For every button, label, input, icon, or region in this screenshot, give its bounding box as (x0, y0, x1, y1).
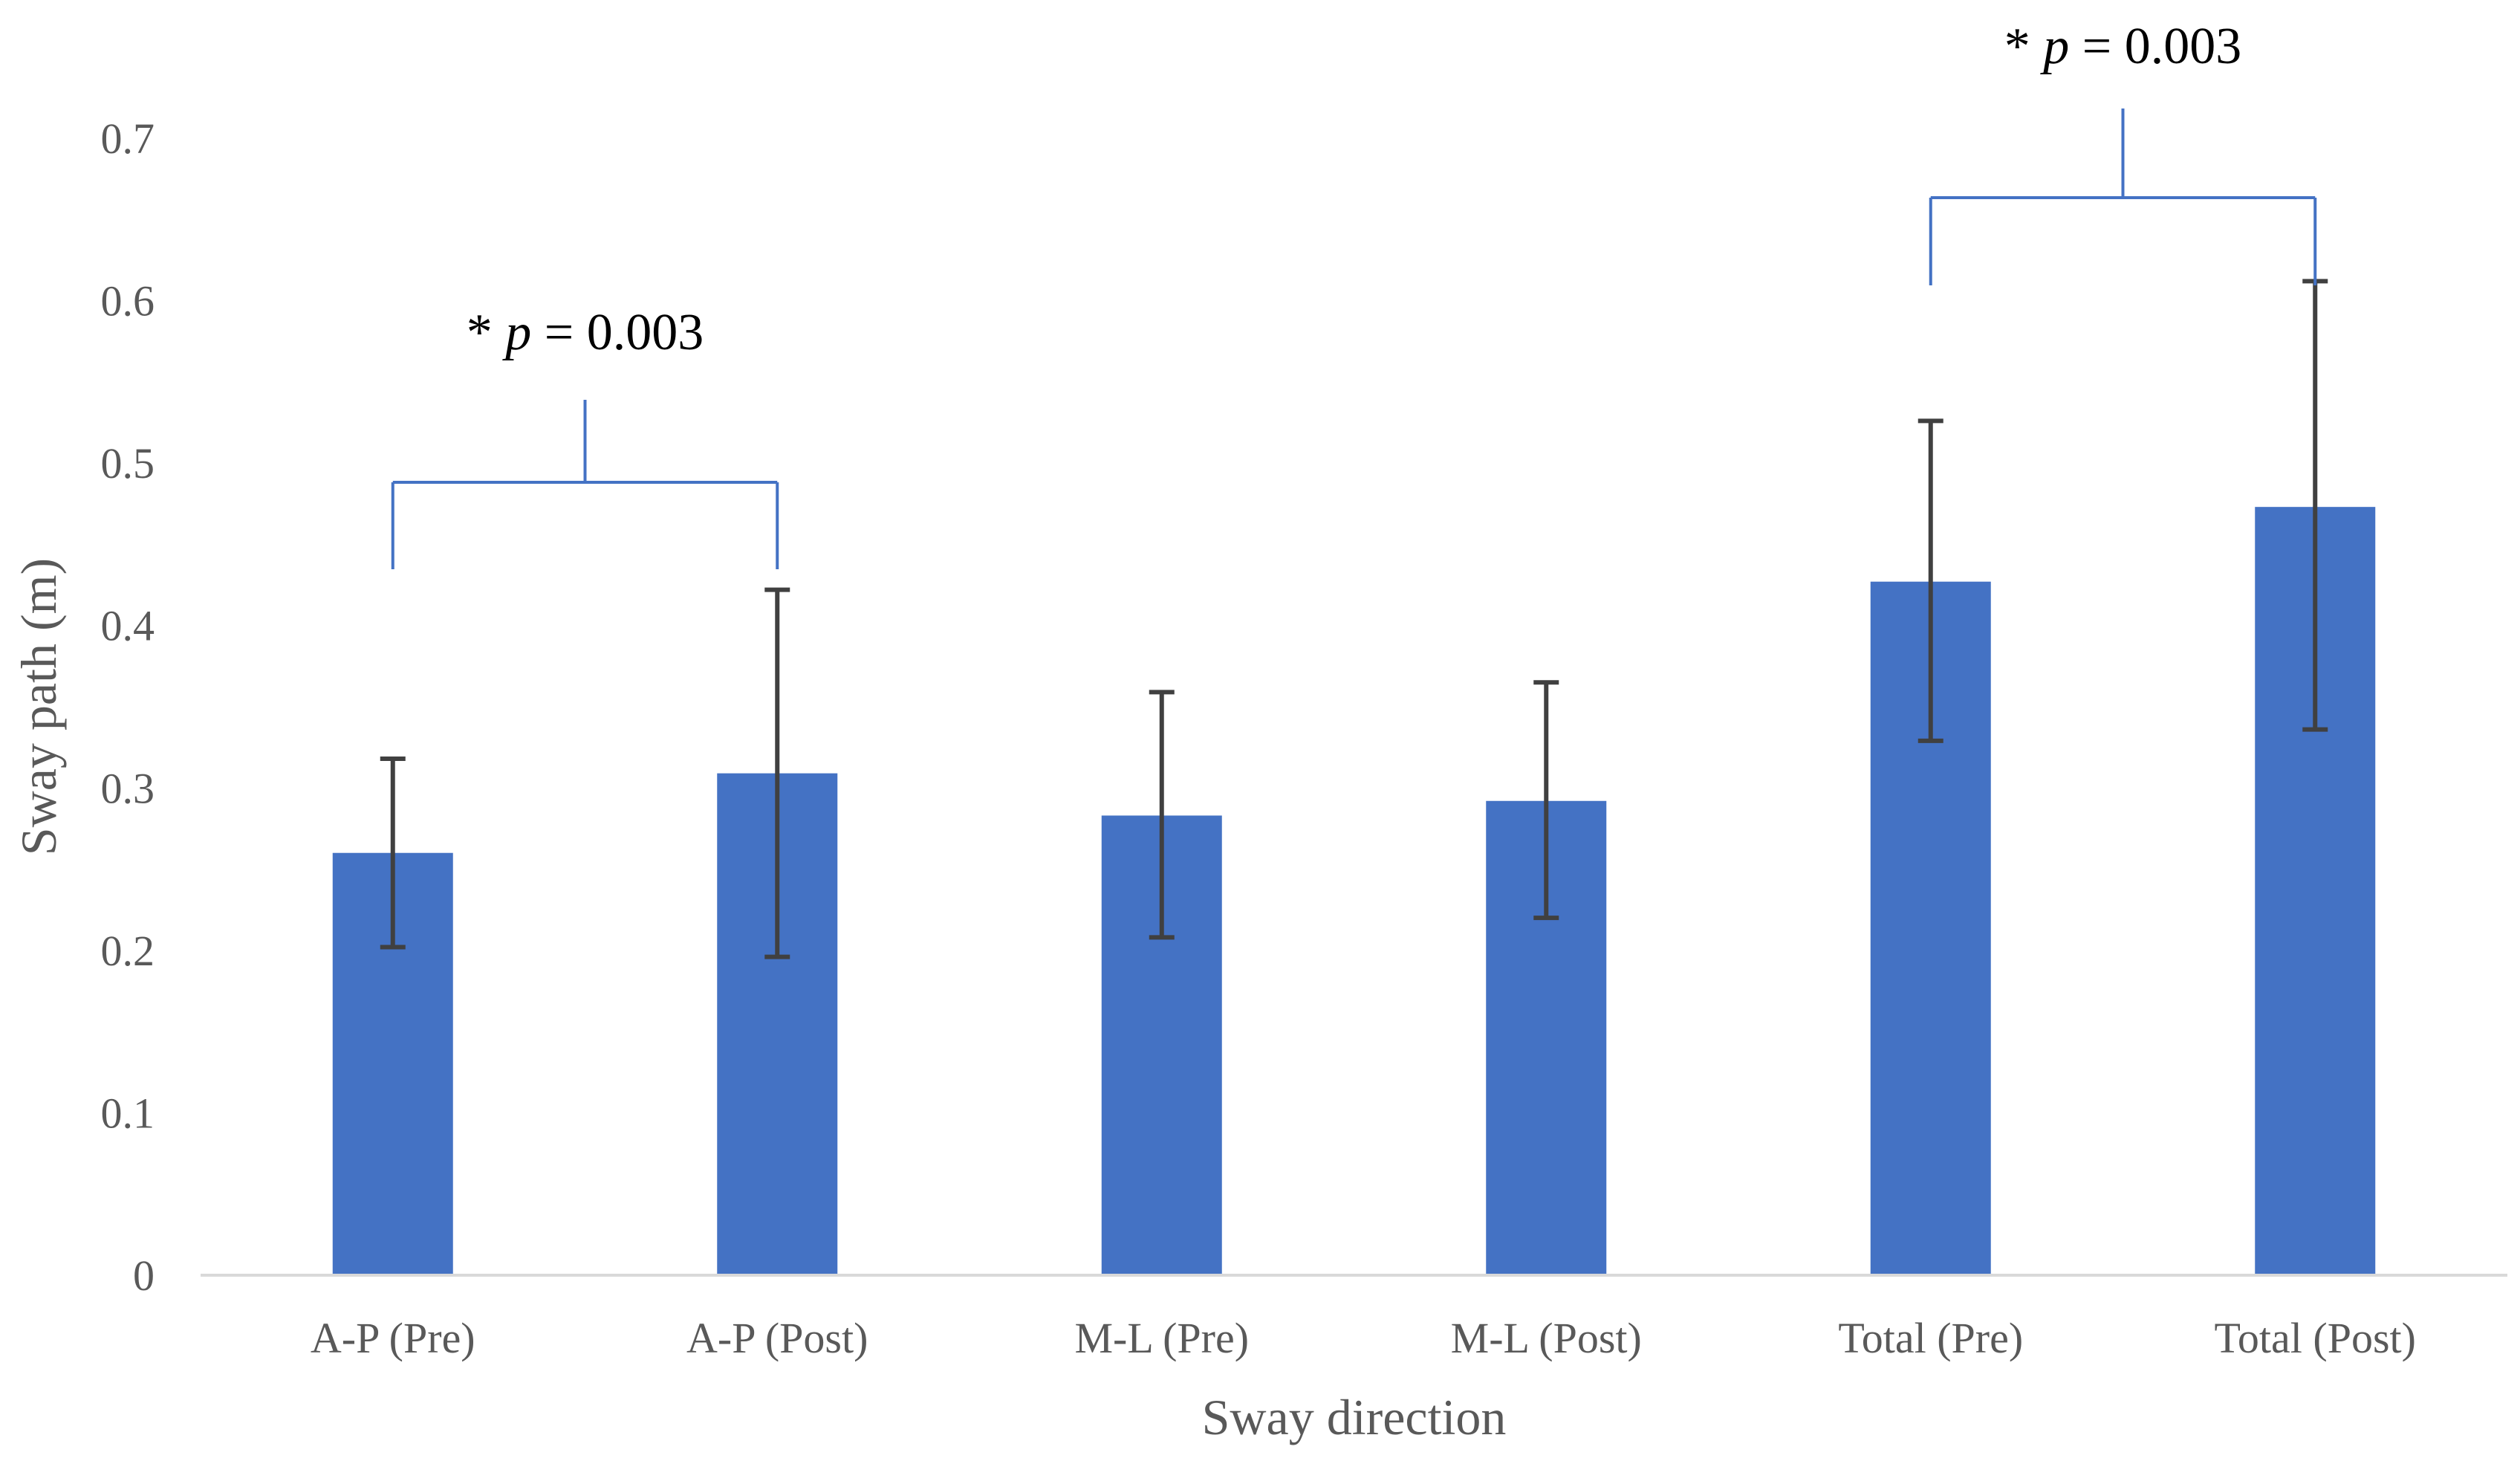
y-tick-label: 0 (133, 1251, 155, 1300)
significance-p-symbol: p (501, 304, 531, 361)
significance-label: * p = 0.003 (467, 304, 704, 361)
significance-p-value: = 0.003 (2069, 18, 2241, 75)
y-tick-label: 0.7 (101, 114, 155, 163)
error-bars-layer (380, 279, 2328, 959)
y-axis-title: Sway path (m) (10, 558, 67, 855)
significance-asterisk: * (467, 304, 506, 361)
x-tick-label: M-L (Post) (1451, 1314, 1642, 1362)
significance-asterisk: * (2004, 18, 2044, 75)
x-tick-labels: A-P (Pre) A-P (Post) M-L (Pre) M-L (Post) To… (311, 1314, 2416, 1362)
error-bar (1149, 690, 1175, 940)
error-bar (764, 587, 790, 959)
x-tick-label: M-L (Pre) (1074, 1314, 1249, 1362)
significance-bracket (391, 400, 779, 569)
significance-label: * p = 0.003 (2004, 18, 2241, 75)
x-tick-label: A-P (Pre) (311, 1314, 475, 1362)
y-tick-label: 0.4 (101, 602, 155, 650)
y-tick-label: 0.5 (101, 439, 155, 487)
y-tick-label: 0.3 (101, 764, 155, 812)
x-tick-label: Total (Post) (2215, 1314, 2416, 1362)
x-tick-label: A-P (Post) (686, 1314, 868, 1362)
error-bar (380, 756, 406, 950)
y-tick-label: 0.2 (101, 927, 155, 975)
y-tick-labels: 0 0.1 0.2 0.3 0.4 0.5 0.6 0.7 (101, 114, 155, 1300)
y-tick-label: 0.6 (101, 277, 155, 325)
error-bar (1533, 680, 1559, 921)
significance-annotations: * p = 0.003* p = 0.003 (391, 18, 2317, 569)
error-bar (1917, 418, 1943, 743)
x-axis-title: Sway direction (1202, 1389, 1507, 1445)
y-tick-label: 0.1 (101, 1089, 155, 1137)
bars-layer (332, 507, 2376, 1275)
x-tick-label: Total (Pre) (1838, 1314, 2023, 1362)
significance-p-value: = 0.003 (531, 304, 704, 361)
significance-p-symbol: p (2039, 18, 2069, 75)
significance-bracket (1929, 108, 2317, 285)
